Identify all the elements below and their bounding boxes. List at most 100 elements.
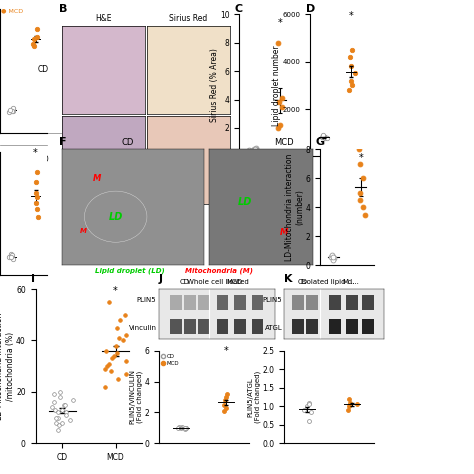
Text: *: * — [349, 11, 354, 21]
Point — [50, 398, 58, 406]
Point — [103, 362, 110, 370]
Point — [222, 404, 230, 411]
Point — [56, 393, 64, 401]
Text: *: * — [278, 18, 283, 28]
Point — [5, 108, 13, 116]
Point — [356, 196, 364, 204]
Point — [122, 370, 130, 378]
Point — [113, 324, 120, 331]
Point — [321, 134, 329, 142]
Point — [101, 365, 109, 373]
Point — [105, 298, 113, 306]
Text: G: G — [315, 137, 324, 146]
Text: B: B — [59, 4, 68, 14]
Text: LD: LD — [109, 212, 123, 222]
Point — [182, 424, 190, 431]
Point — [323, 135, 331, 142]
Point — [356, 146, 363, 153]
Point — [9, 107, 17, 114]
Point — [7, 251, 14, 258]
Point — [319, 131, 327, 139]
Point — [32, 189, 40, 197]
Point — [252, 145, 259, 153]
Text: D: D — [306, 4, 315, 14]
Point — [220, 407, 228, 415]
Text: M: M — [280, 228, 288, 237]
Text: *: * — [224, 346, 229, 356]
Legend: CD, MCD: CD, MCD — [162, 354, 179, 366]
Point — [66, 416, 74, 424]
Point — [356, 160, 364, 168]
Point — [345, 402, 353, 410]
Y-axis label: PLIN5/VINCULIN
(Fold changed): PLIN5/VINCULIN (Fold changed) — [129, 369, 143, 425]
Text: MCD: MCD — [31, 155, 49, 164]
Point — [330, 255, 337, 262]
Text: ATGL: ATGL — [264, 325, 283, 331]
Point — [58, 406, 66, 414]
Text: J: J — [159, 274, 163, 284]
Text: K: K — [284, 274, 293, 284]
Point — [122, 357, 130, 365]
Y-axis label: PLIN5/ATGL
(Fold changed): PLIN5/ATGL (Fold changed) — [247, 371, 261, 423]
Point — [224, 390, 231, 398]
Point — [102, 347, 109, 355]
Bar — [292, 319, 304, 334]
Text: Isolated lipid d...: Isolated lipid d... — [301, 279, 359, 285]
Point — [122, 332, 129, 339]
Point — [253, 144, 260, 152]
Point — [348, 46, 356, 54]
Point — [175, 424, 183, 431]
Point — [62, 409, 70, 416]
Text: C: C — [235, 4, 243, 14]
Text: *: * — [358, 153, 363, 163]
Point — [121, 311, 129, 319]
Point — [182, 425, 189, 432]
Point — [347, 63, 355, 70]
Text: Lipid droplet (LD): Lipid droplet (LD) — [95, 267, 164, 274]
Point — [8, 253, 15, 260]
Point — [113, 349, 121, 357]
Point — [33, 193, 40, 201]
Point — [107, 367, 115, 375]
Point — [278, 103, 286, 110]
Point — [30, 35, 37, 43]
Text: Mitochondria (M): Mitochondria (M) — [185, 267, 253, 274]
Point — [344, 406, 352, 414]
Point — [116, 316, 124, 324]
Text: *: * — [113, 286, 118, 296]
Point — [301, 406, 308, 414]
Y-axis label: LD-Mitochondria interaction
(number): LD-Mitochondria interaction (number) — [284, 154, 304, 261]
Point — [305, 401, 312, 408]
Point — [53, 414, 60, 421]
Point — [7, 106, 14, 114]
Y-axis label: Lipid droplet number: Lipid droplet number — [273, 45, 282, 126]
Point — [58, 419, 66, 427]
Point — [112, 342, 120, 349]
Text: MCD: MCD — [274, 137, 294, 146]
Bar — [252, 319, 264, 334]
Point — [319, 132, 327, 140]
Bar — [171, 295, 182, 310]
Point — [346, 399, 354, 406]
Text: Vinculin: Vinculin — [128, 325, 156, 331]
Point — [182, 424, 190, 432]
Text: MCD: MCD — [226, 279, 242, 285]
Point — [33, 33, 40, 40]
Point — [6, 254, 13, 261]
Point — [346, 395, 353, 402]
Point — [329, 256, 337, 264]
Point — [348, 82, 356, 89]
Point — [55, 414, 62, 421]
Point — [173, 425, 181, 432]
Point — [110, 352, 118, 360]
Point — [8, 252, 15, 259]
Point — [32, 199, 39, 207]
Text: *: * — [33, 148, 38, 158]
Point — [55, 421, 63, 429]
Point — [182, 424, 189, 431]
Point — [250, 146, 257, 153]
Point — [246, 146, 253, 154]
Bar — [217, 295, 228, 310]
Point — [51, 406, 59, 414]
Point — [178, 423, 186, 431]
